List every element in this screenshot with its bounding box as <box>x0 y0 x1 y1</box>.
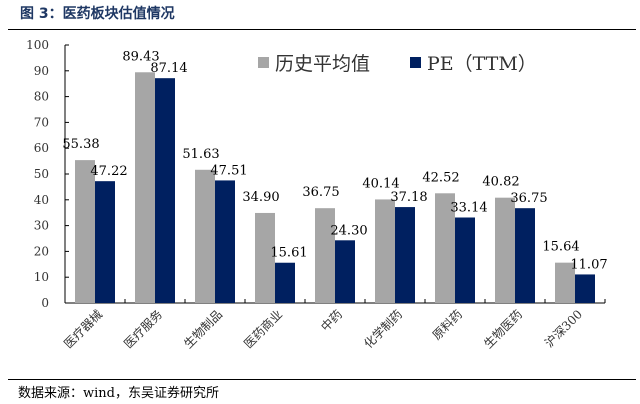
y-tick-label: 90 <box>34 64 49 78</box>
data-label: 15.61 <box>270 246 307 261</box>
bottom-divider <box>8 379 636 380</box>
data-label: 55.38 <box>62 137 99 152</box>
bar-pe-ttm <box>215 180 235 303</box>
source-note: 数据来源：wind，东吴证券研究所 <box>18 386 219 401</box>
data-label: 89.43 <box>122 49 159 64</box>
data-label: 11.07 <box>570 257 607 272</box>
legend-swatch <box>410 57 421 68</box>
bar-historical-average <box>315 208 335 303</box>
top-divider <box>8 29 636 30</box>
data-label: 37.18 <box>390 190 427 205</box>
bar-pe-ttm <box>575 274 595 303</box>
bar-pe-ttm <box>275 262 295 303</box>
data-label: 87.14 <box>150 61 187 76</box>
y-tick-label: 0 <box>41 296 49 310</box>
y-tick-label: 60 <box>34 141 49 155</box>
data-label: 36.75 <box>510 191 547 206</box>
bar-pe-ttm <box>155 78 175 303</box>
data-label: 47.51 <box>210 163 247 178</box>
data-label: 40.82 <box>482 175 519 190</box>
bar-pe-ttm <box>515 208 535 303</box>
figure-title: 图 3：医药板块估值情况 <box>20 6 175 22</box>
bar-pe-ttm <box>95 181 115 303</box>
bar-historical-average <box>75 160 95 303</box>
y-tick-label: 70 <box>34 115 49 129</box>
legend-label: PE（TTM） <box>427 53 537 75</box>
data-label: 24.30 <box>330 223 367 238</box>
bar-historical-average <box>375 199 395 303</box>
y-tick-label: 50 <box>34 167 49 181</box>
bar-pe-ttm <box>335 240 355 303</box>
x-tick-label: 原料药 <box>430 307 465 342</box>
y-tick-label: 40 <box>34 193 49 207</box>
y-tick-label: 20 <box>34 244 49 258</box>
x-tick-label: 化学制药 <box>361 307 406 352</box>
x-tick-label: 中药 <box>318 307 346 335</box>
data-label: 51.63 <box>182 147 219 162</box>
x-tick-label: 医药商业 <box>241 307 286 352</box>
bar-pe-ttm <box>455 217 475 303</box>
data-label: 36.75 <box>302 185 339 200</box>
bar-historical-average <box>255 212 275 303</box>
bar-historical-average <box>435 193 455 303</box>
bar-pe-ttm <box>395 207 415 303</box>
data-label: 47.22 <box>90 164 127 179</box>
data-label: 33.14 <box>450 200 487 215</box>
x-tick-label: 医疗器械 <box>61 307 106 352</box>
x-tick-label: 医疗服务 <box>121 307 166 352</box>
data-label: 15.64 <box>542 240 579 255</box>
y-tick-label: 30 <box>34 219 49 233</box>
bar-historical-average <box>135 72 155 303</box>
data-label: 40.14 <box>362 176 399 191</box>
legend-swatch <box>258 57 269 68</box>
bar-historical-average <box>495 197 515 303</box>
x-tick-label: 生物医药 <box>481 307 525 351</box>
legend-label: 历史平均值 <box>275 53 370 75</box>
data-label: 42.52 <box>422 170 459 185</box>
x-tick-label: 沪深300 <box>542 307 585 350</box>
y-tick-label: 80 <box>34 90 49 104</box>
bar-historical-average <box>555 262 575 303</box>
data-label: 34.90 <box>242 190 279 205</box>
y-tick-label: 10 <box>34 270 49 284</box>
bar-historical-average <box>195 169 215 303</box>
y-tick-label: 100 <box>26 38 49 52</box>
x-tick-label: 生物制品 <box>181 307 225 351</box>
